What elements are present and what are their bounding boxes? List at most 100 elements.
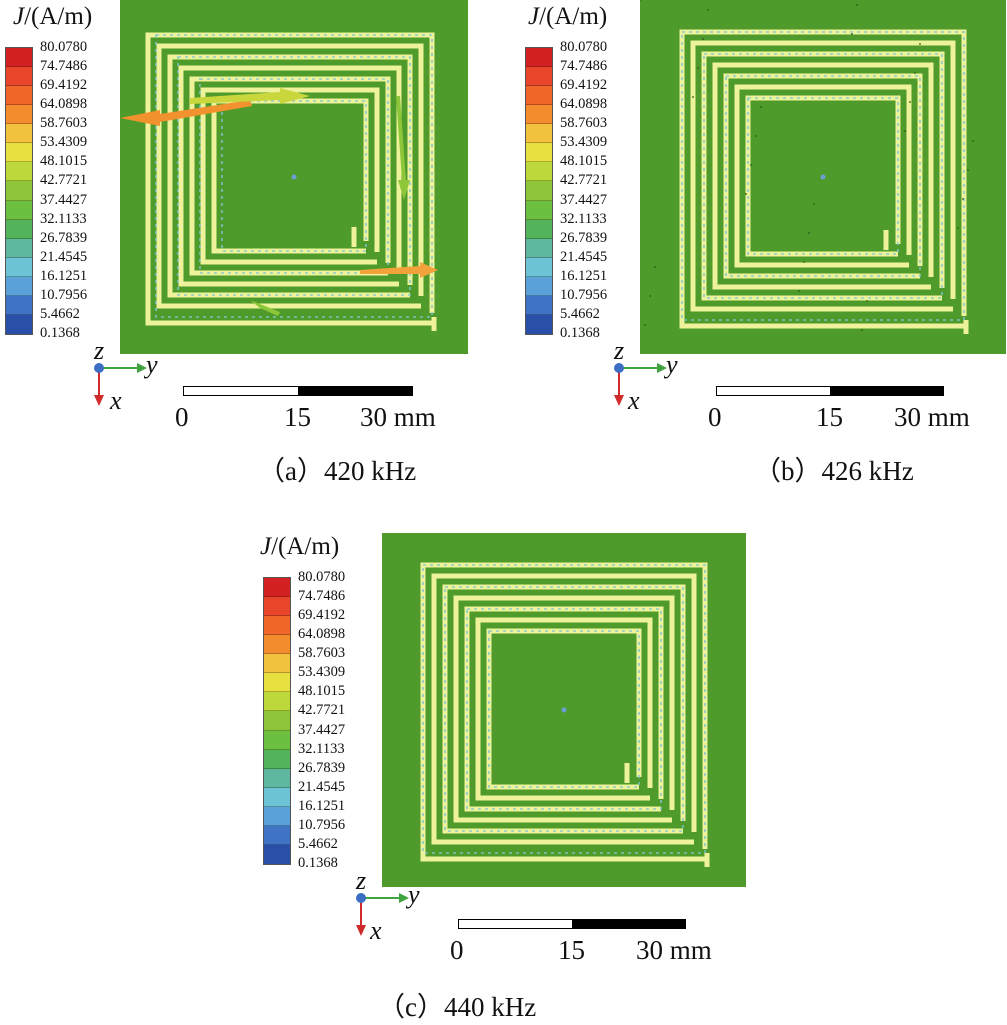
axis-z-dot [94,363,104,373]
legend-title-symbol: J [528,3,540,30]
colorbar-segment [6,48,32,68]
legend-title: J/(A/m) [528,4,607,29]
colorbar-segment [526,143,552,163]
colorbar-segment [526,295,552,315]
axis-x-label: x [110,386,122,415]
coil-turn [712,62,934,290]
colorbar-tick-label: 32.1133 [560,210,607,227]
scale-label-0: 0 [450,935,464,965]
panel-c: J/(A/m) 80.0780 74.7486 69.4192 64.0898 58.7… [258,530,758,1025]
scale-label-30: 30 mm [636,935,712,965]
axis-x-arrowhead [356,925,366,936]
current-arrows [155,34,433,318]
current-arrows [422,564,706,854]
colorbar-segment [264,787,290,807]
legend-title: J/(A/m) [260,534,339,559]
scale-label-0: 0 [175,402,189,432]
legend-title-unit: /(A/m) [539,3,608,30]
colorbar-tick-label: 26.7839 [40,229,88,246]
coil-turn [431,573,697,845]
colorbar-segment [264,635,290,655]
axis-x-label: x [628,386,640,415]
colorbar [525,47,553,335]
caption-a: （a）420 kHz [258,456,417,486]
colorbar-tick-label: 64.0898 [560,96,608,113]
scale-bar [716,386,944,396]
colorbar-tick-label: 10.7956 [298,816,346,833]
axis-triad [94,363,147,406]
noise-dot [702,38,704,40]
current-arrows [681,31,965,321]
colorbar-tick-label: 16.1251 [298,797,346,814]
colorbar-tick-label: 37.4427 [40,191,88,208]
colorbar-segment [264,616,290,636]
colorbar-segment [526,276,552,296]
colorbar-tick-label: 48.1015 [298,683,346,700]
axis-triad [614,363,667,406]
colorbar-tick-label: 32.1133 [298,740,345,757]
colorbar-segment [526,105,552,125]
noise-dot [707,9,709,11]
current-arrow-trace [703,53,943,299]
colorbar-tick-label: 42.7721 [298,702,346,719]
colorbar-tick-label: 58.7603 [298,645,346,662]
colorbar-segment [264,749,290,769]
axis-z-label: z [356,866,367,895]
current-arrow-trace [725,75,921,277]
noise-dot [957,227,959,229]
current-arrow-trace [155,34,433,318]
colorbar-segment [526,124,552,144]
noise-dot [745,193,747,195]
colorbar-tick-label: 26.7839 [560,229,608,246]
colorbar [263,577,291,865]
colorbar-tick-label: 69.4192 [298,607,346,624]
coil-board [382,533,746,887]
colorbar-segment [6,86,32,106]
current-arrow-trace [199,78,389,274]
coil-turn [734,84,912,268]
colorbar-segment [6,200,32,220]
colorbar-segment [6,162,32,182]
colorbar-segment [526,219,552,239]
colorbar-tick-label: 37.4427 [298,721,346,738]
scale-label-0: 0 [708,402,722,432]
scale-label-15: 15 [816,402,843,432]
colorbar-tick-label: 21.4545 [560,248,608,265]
scale-label-30: 30 mm [360,402,436,432]
colorbar-tick-label: 10.7956 [560,286,608,303]
coil-turn [690,40,956,312]
legend-title-symbol: J [13,3,25,30]
noise-dot [813,203,815,205]
colorbar-segment [6,257,32,277]
scale-bar [183,386,413,396]
colorbar-tick-label: 0.1368 [298,855,338,871]
coil-board [120,0,468,354]
colorbar-tick-label: 58.7603 [560,115,608,132]
colorbar-tick-label: 69.4192 [40,77,88,94]
noise-dot [649,295,651,297]
noise-dot [914,72,916,74]
noise-dot [972,140,974,142]
current-arrow-trace [681,31,965,321]
colorbar-segment [6,276,32,296]
colorbar-tick-label: 48.1015 [560,153,608,170]
noise-dot [803,261,805,263]
colorbar-tick-label: 32.1133 [40,210,87,227]
colorbar-tick-label: 64.0898 [298,626,346,643]
colorbar-tick-label: 5.4662 [40,305,80,322]
colorbar-segment [264,673,290,693]
noise-dot [755,135,757,137]
noise-dot [750,164,752,166]
noise-dot [861,329,863,331]
colorbar-segment [526,67,552,87]
colorbar-tick-label: 16.1251 [40,267,88,284]
colorbar-tick-label: 37.4427 [560,191,608,208]
colorbar-tick-label: 42.7721 [40,172,88,189]
noise-dot [962,198,964,200]
axis-x-arrowhead [614,395,624,406]
colorbar-tick-label: 42.7721 [560,172,608,189]
noise-dot [760,106,762,108]
colorbar-segment [526,48,552,68]
current-arrow-trace [177,56,411,296]
colorbar-tick-label: 74.7486 [298,588,346,605]
